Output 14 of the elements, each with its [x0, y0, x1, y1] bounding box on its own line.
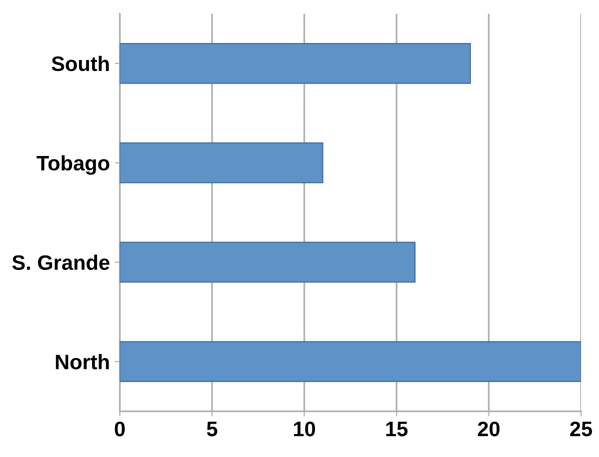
- x-tick-label: 20: [478, 422, 500, 436]
- y-tick-label: Tobago: [36, 155, 110, 175]
- x-tick-label: 0: [114, 422, 125, 436]
- bar: [120, 42, 471, 84]
- bar: [120, 142, 324, 184]
- x-tick-label: 25: [570, 422, 592, 436]
- x-tick-label: 10: [294, 422, 316, 436]
- x-tick-label: 15: [386, 422, 408, 436]
- bar: [120, 341, 582, 382]
- bar: [120, 242, 416, 283]
- y-tick-label: S. Grande: [12, 254, 110, 270]
- y-tick-label: South: [52, 56, 109, 72]
- x-tick-label: 5: [206, 422, 218, 436]
- y-tick-label: North: [56, 354, 109, 370]
